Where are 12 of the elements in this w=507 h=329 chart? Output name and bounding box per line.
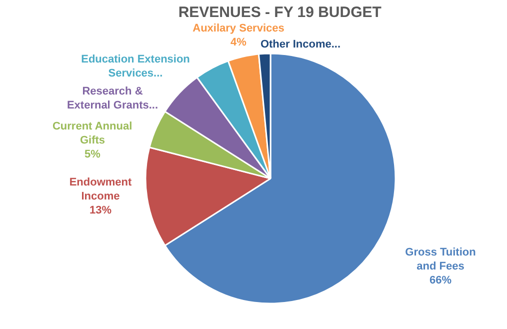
slice-label: Current Annual Gifts bbox=[52, 120, 132, 146]
data-label: 5% bbox=[84, 148, 101, 160]
slice-label: Education Extension Services... bbox=[81, 54, 190, 80]
slice-label: Research & External Grants... bbox=[66, 86, 158, 112]
chart-title: REVENUES - FY 19 BUDGET bbox=[178, 4, 382, 21]
slice-label: Endowment Income bbox=[69, 176, 132, 202]
slice-label: Other Income... bbox=[260, 38, 341, 50]
data-label: 66% bbox=[429, 274, 452, 286]
slice-label: Auxilary Services bbox=[192, 22, 284, 34]
data-label: 13% bbox=[89, 204, 112, 216]
data-label: 4% bbox=[230, 36, 247, 48]
slice-label: Gross Tuition and Fees bbox=[405, 246, 476, 272]
